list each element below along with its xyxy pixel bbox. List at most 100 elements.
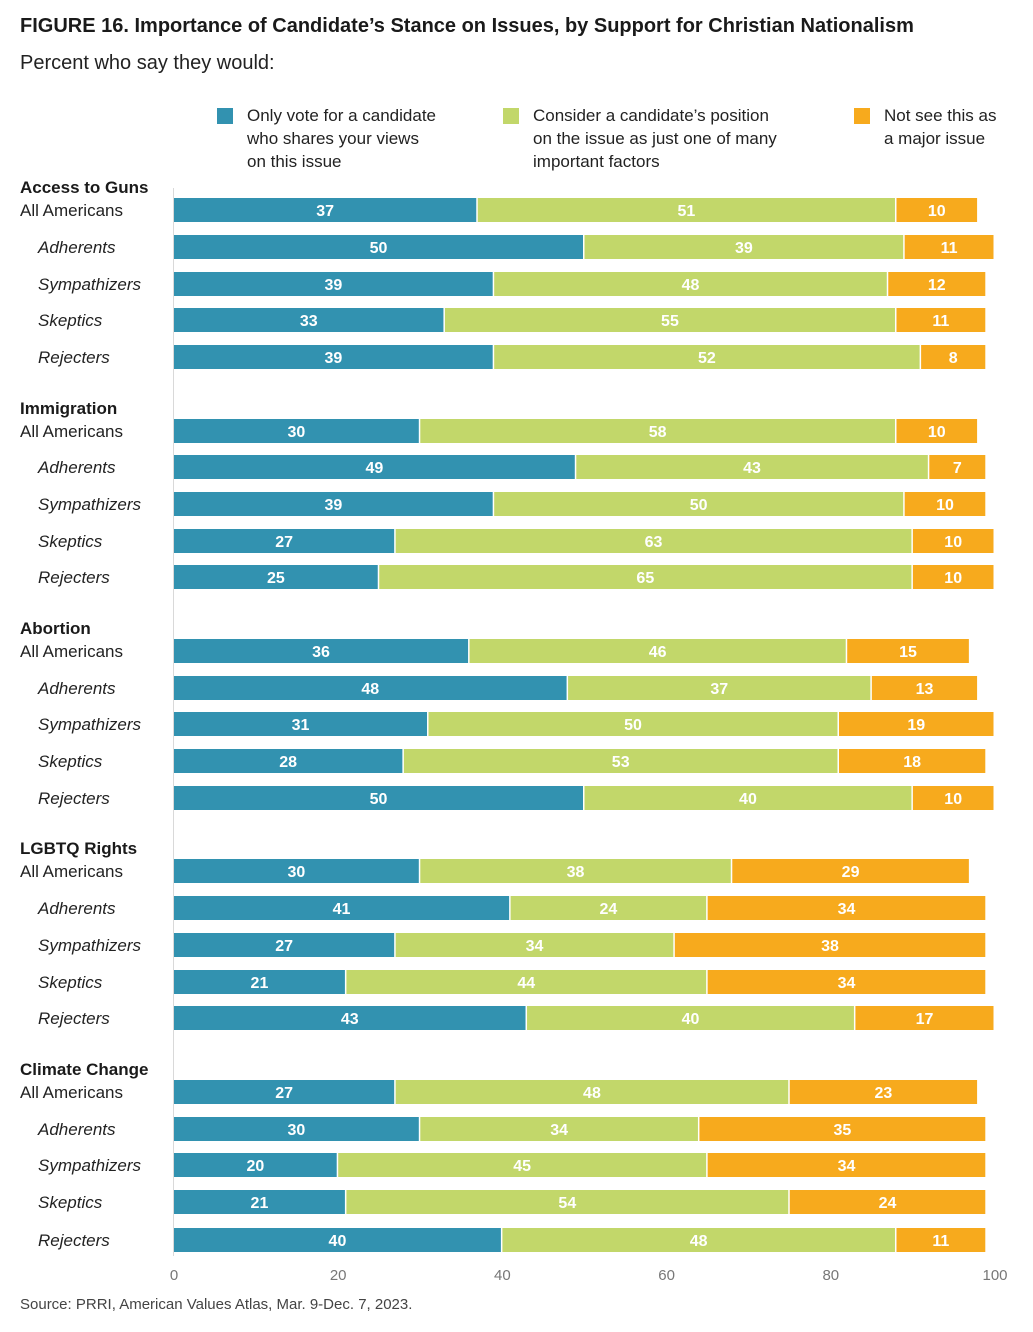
data-label: 43 [341,1011,359,1028]
data-label: 28 [279,754,297,771]
row-label-all-americans: All Americans [20,1083,123,1102]
data-label: 10 [936,497,954,514]
legend-label-line: who shares your views [247,129,419,148]
bar-segment [174,712,428,736]
data-label: 15 [899,644,917,661]
data-label: 24 [879,1195,897,1212]
legend-swatch-only-vote [217,108,233,124]
bar-segment [494,492,904,516]
bar-segment [904,235,994,259]
x-tick-label: 80 [822,1267,839,1284]
chart-subtitle: Percent who say they would: [20,52,275,74]
x-tick-label: 20 [330,1267,347,1284]
row-label-skeptics: Skeptics [38,752,103,771]
bar-segment [174,529,395,553]
data-label: 40 [682,1011,700,1028]
data-label: 30 [288,424,306,441]
row-label-adherents: Adherents [37,899,116,918]
data-label: 29 [842,864,860,881]
legend-label-line: Consider a candidate’s position [533,106,769,125]
legend-item-consider: Consider a candidate’s position on the i… [503,104,777,173]
bar-segment [912,565,994,589]
data-label: 54 [558,1195,576,1212]
bar-segment [174,308,444,332]
bar-segment [896,1228,986,1252]
bar-segment [912,529,994,553]
bar-segment [174,565,378,589]
bar-segment [174,198,477,222]
data-label: 34 [838,975,856,992]
group-heading-lgbtq-rights: LGBTQ Rights [20,839,137,858]
legend-item-only-vote: Only vote for a candidate who shares you… [217,104,436,173]
bar-segment [395,1080,789,1104]
bar-segment [174,639,469,663]
data-label: 10 [944,791,962,808]
row-label-skeptics: Skeptics [38,1193,103,1212]
row-label-all-americans: All Americans [20,422,123,441]
data-label: 19 [907,717,925,734]
group-heading-abortion: Abortion [20,619,91,638]
data-label: 44 [517,975,535,992]
bar-segment [502,1228,895,1252]
data-label: 38 [567,864,585,881]
data-label: 12 [928,277,946,294]
bar-segment [174,1006,526,1030]
bar-segment [896,198,978,222]
bar-segment [174,455,575,479]
data-label: 11 [932,313,949,330]
bar-segment [904,492,986,516]
bar-segment [174,933,395,957]
bar-segment [707,896,986,920]
data-label: 13 [916,681,934,698]
data-label: 10 [944,570,962,587]
x-tick-label: 0 [170,1267,178,1284]
bar-segment [847,639,969,663]
data-label: 31 [292,717,310,734]
data-label: 48 [690,1233,708,1250]
data-label: 48 [361,681,379,698]
row-label-skeptics: Skeptics [38,532,103,551]
data-label: 30 [288,864,306,881]
bar-segment [174,786,583,810]
row-label-skeptics: Skeptics [38,311,103,330]
row-label-adherents: Adherents [37,238,116,257]
data-label: 43 [743,460,761,477]
bar-segment [527,1006,854,1030]
data-label: 38 [821,938,839,955]
bar-segment [174,419,419,443]
bar-segment [174,970,345,994]
data-label: 17 [916,1011,934,1028]
x-tick-label: 60 [658,1267,675,1284]
row-label-rejecters: Rejecters [38,348,110,367]
row-label-adherents: Adherents [37,1120,116,1139]
data-label: 58 [649,424,667,441]
bar-segment [174,492,493,516]
data-label: 50 [690,497,708,514]
bar-segment [921,345,986,369]
chart-title: FIGURE 16. Importance of Candidate’s Sta… [20,15,914,37]
bar-segment [174,1117,419,1141]
bar-segment [707,970,986,994]
row-label-adherents: Adherents [37,679,116,698]
bar-segment [338,1153,707,1177]
bar-segment [732,859,969,883]
data-label: 52 [698,350,716,367]
data-label: 39 [324,350,342,367]
data-label: 33 [300,313,318,330]
bar-segment [403,749,838,773]
row-label-skeptics: Skeptics [38,973,103,992]
data-label: 25 [267,570,285,587]
legend-label-line: Only vote for a candidate [247,106,437,125]
row-label-rejecters: Rejecters [38,568,110,587]
data-label: 10 [944,534,962,551]
bar-segment [789,1190,986,1214]
bar-segment [420,419,895,443]
bar-segment [174,272,493,296]
data-label: 11 [932,1233,949,1250]
legend-label-line: a major issue [884,129,986,148]
group-heading-climate-change: Climate Change [20,1060,148,1079]
bar-segment [428,712,838,736]
bar-segment [174,859,419,883]
row-label-sympathizers: Sympathizers [38,715,141,734]
data-label: 50 [370,791,388,808]
